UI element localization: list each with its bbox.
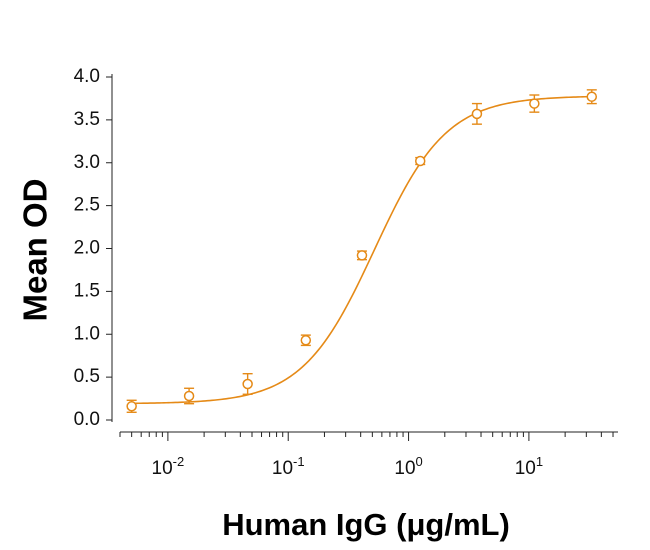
- data-point: [586, 89, 598, 105]
- data-marker: [126, 401, 137, 412]
- data-marker: [586, 91, 598, 102]
- data-point: [529, 94, 540, 113]
- x-tick-label: 100: [394, 454, 422, 479]
- data-point: [300, 334, 312, 347]
- y-axis: 0.0 0.5 1.0 1.5 2.0 2.5 3.0 3.5 4.0: [74, 66, 113, 430]
- data-marker: [356, 250, 368, 261]
- data-point: [242, 372, 253, 395]
- data-point: [183, 387, 195, 405]
- fit-curve: [131, 95, 592, 405]
- data-point: [126, 399, 137, 413]
- y-tick-label: 2.5: [74, 195, 100, 216]
- y-tick-label: 1.5: [74, 280, 100, 301]
- x-axis: 10-2 10-1 100 101: [119, 431, 618, 479]
- y-tick-label: 3.0: [74, 152, 100, 173]
- data-marker: [183, 390, 195, 402]
- y-tick-label: 0.0: [74, 409, 100, 430]
- y-tick-label: 2.0: [74, 238, 100, 259]
- x-axis-title: Human IgG (μg/mL): [222, 507, 510, 542]
- fit-curve-layer: [131, 95, 592, 405]
- x-tick-label: 10-1: [272, 454, 305, 479]
- data-marker: [471, 108, 483, 120]
- data-marker: [414, 155, 426, 167]
- data-points-layer: [126, 89, 598, 413]
- data-point: [356, 250, 368, 261]
- y-tick-label: 1.0: [74, 323, 100, 344]
- data-point: [414, 155, 426, 167]
- data-marker: [300, 335, 312, 346]
- x-tick-label: 10-2: [152, 454, 185, 479]
- y-tick-label: 0.5: [74, 366, 100, 387]
- y-tick-label: 3.5: [74, 109, 100, 130]
- data-point: [471, 102, 483, 125]
- y-axis-title: Mean OD: [17, 178, 54, 321]
- x-tick-label: 101: [515, 454, 543, 479]
- data-marker: [242, 378, 253, 390]
- y-tick-label: 4.0: [74, 66, 100, 87]
- data-marker: [529, 98, 540, 109]
